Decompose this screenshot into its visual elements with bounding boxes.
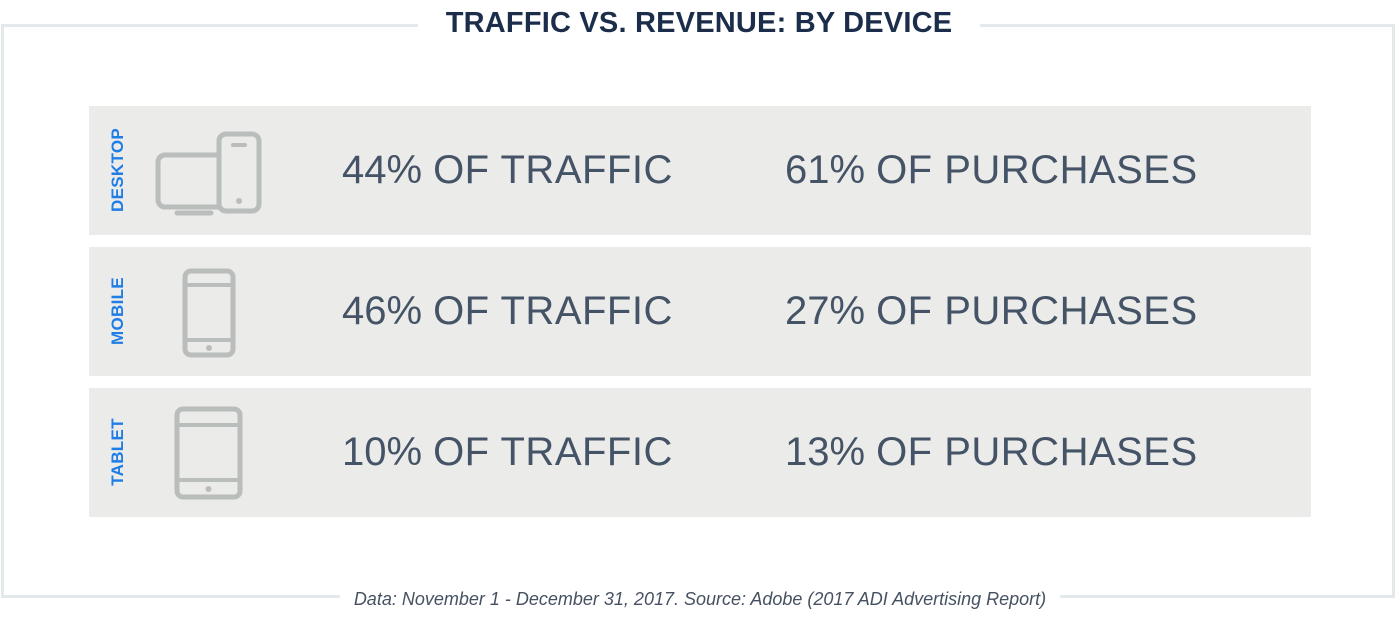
device-row-desktop: DESKTOP 44% OF TRAFFIC 61% OF PURCHASES — [89, 106, 1311, 235]
purchases-stat: 13% OF PURCHASES — [785, 388, 1198, 517]
purchases-percent: 13% — [785, 430, 866, 474]
chart-title: TRAFFIC VS. REVENUE: BY DEVICE — [418, 2, 980, 44]
source-footnote: Data: November 1 - December 31, 2017. So… — [340, 584, 1060, 614]
device-label: DESKTOP — [108, 128, 127, 212]
purchases-stat: 27% OF PURCHASES — [785, 247, 1198, 376]
purchases-label: OF PURCHASES — [876, 148, 1198, 192]
desktop-and-phone-icon — [147, 106, 277, 235]
traffic-label: OF TRAFFIC — [433, 430, 673, 474]
traffic-stat: 44% OF TRAFFIC — [342, 106, 673, 235]
purchases-label: OF PURCHASES — [876, 289, 1198, 333]
tablet-icon — [147, 388, 277, 517]
device-row-mobile: MOBILE 46% OF TRAFFIC 27% OF PURCHASES — [89, 247, 1311, 376]
purchases-stat: 61% OF PURCHASES — [785, 106, 1198, 235]
device-row-tablet: TABLET 10% OF TRAFFIC 13% OF PURCHASES — [89, 388, 1311, 517]
purchases-percent: 61% — [785, 148, 866, 192]
traffic-label: OF TRAFFIC — [433, 148, 673, 192]
traffic-label: OF TRAFFIC — [433, 289, 673, 333]
device-label-container: MOBILE — [89, 247, 147, 376]
traffic-stat: 46% OF TRAFFIC — [342, 247, 673, 376]
device-label-container: DESKTOP — [89, 106, 147, 235]
device-label: MOBILE — [108, 277, 127, 345]
traffic-stat: 10% OF TRAFFIC — [342, 388, 673, 517]
traffic-percent: 10% — [342, 430, 423, 474]
traffic-percent: 46% — [342, 289, 423, 333]
traffic-percent: 44% — [342, 148, 423, 192]
purchases-percent: 27% — [785, 289, 866, 333]
mobile-phone-icon — [147, 247, 277, 376]
purchases-label: OF PURCHASES — [876, 430, 1198, 474]
device-label-container: TABLET — [89, 388, 147, 517]
device-label: TABLET — [108, 418, 127, 486]
